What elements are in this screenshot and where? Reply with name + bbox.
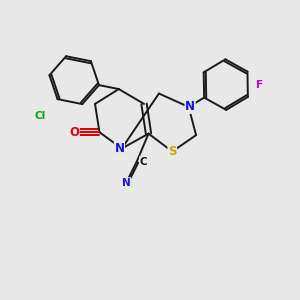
Text: N: N (122, 178, 130, 188)
Text: F: F (256, 80, 263, 90)
Text: S: S (168, 145, 176, 158)
Text: O: O (69, 126, 79, 139)
Text: C: C (140, 157, 147, 167)
Text: N: N (114, 142, 124, 155)
Text: Cl: Cl (34, 111, 46, 121)
Text: N: N (185, 100, 195, 113)
Text: Cl: Cl (34, 111, 46, 121)
